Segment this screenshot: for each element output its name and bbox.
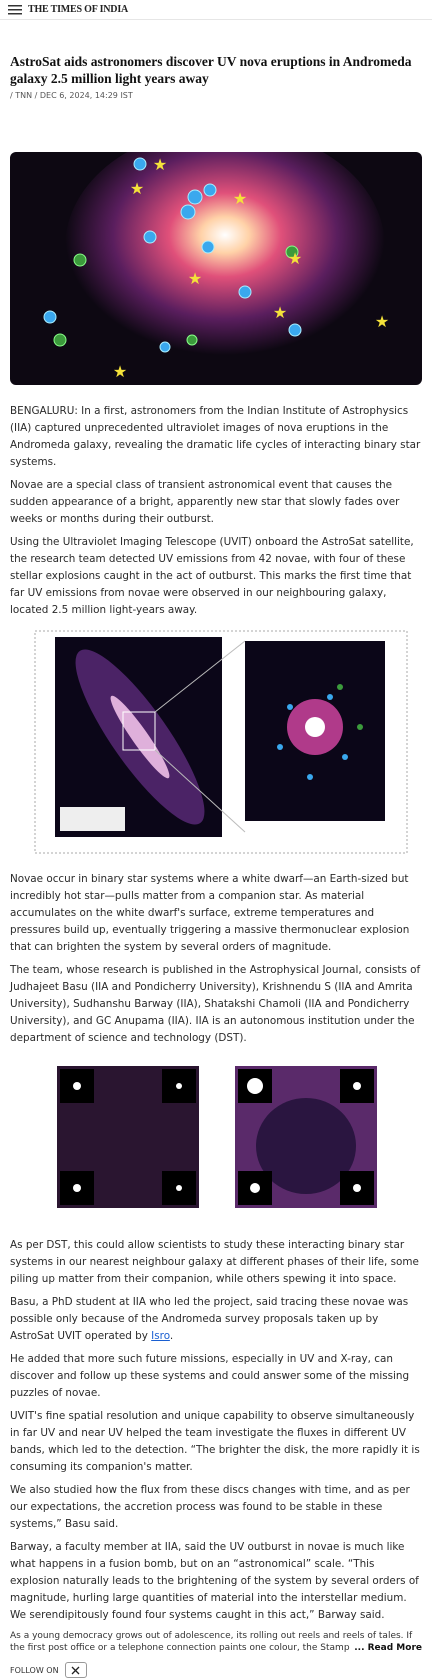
svg-text:★: ★ [288,249,302,268]
paragraph: UVIT's fine spatial resolution and uniqu… [10,1410,420,1473]
nova-cutouts-figure [10,1061,422,1223]
paragraph: The team, whose research is published in… [10,964,421,1044]
paragraph: We also studied how the flux from these … [10,1484,410,1530]
brand[interactable]: THE TIMES OF INDIA [28,4,129,15]
paragraph: Basu, a PhD student at IIA who led the p… [10,1294,422,1345]
nova-image: ★ ★ ★ ★ ★ ★ ★ ★ [10,152,422,385]
paragraph: As per DST, this could allow scientists … [10,1239,419,1285]
read-more[interactable]: ... Read More [352,1642,422,1654]
x-button[interactable] [64,1662,87,1678]
teaser-text: As a young democracy grows out of adoles… [10,1631,413,1653]
paragraph: Using the Ultraviolet Imaging Telescope … [10,536,414,616]
paragraph: Novae are a special class of transient a… [10,479,400,525]
paragraph: He added that more such future missions,… [10,1353,410,1399]
paragraph-text: . [169,1330,174,1342]
svg-text:★: ★ [233,189,247,208]
link[interactable]: Isro [151,1330,170,1342]
menu-icon[interactable] [8,4,22,15]
svg-text:★: ★ [130,179,144,198]
follow-label: FOLLOW ON [10,1665,59,1675]
svg-text:★: ★ [188,269,202,288]
article-title: AstroSat aids astronomers discover UV no… [10,54,412,86]
paragraph: Novae occur in binary star systems where… [10,873,410,953]
svg-text:★: ★ [153,155,167,174]
svg-text:★: ★ [273,303,287,322]
header: THE TIMES OF INDIA [0,0,432,20]
svg-text:★: ★ [375,312,389,331]
paragraph: BENGALURU: In a first, astronomers from … [10,405,421,468]
svg-text:★: ★ [113,362,127,381]
paragraph: Barway, a faculty member at IIA, said th… [10,1541,419,1621]
byline: / TNN / DEC 6, 2024, 14:29 IST [10,91,133,100]
x-icon [71,1666,80,1674]
teaser: As a young democracy grows out of adoles… [10,1630,422,1654]
andromeda-figure [10,627,422,859]
paragraph-text: Basu, a PhD student at IIA who led the p… [10,1296,409,1342]
article: AstroSat aids astronomers discover UV no… [0,53,432,1678]
follow-row: FOLLOW ON [10,1662,422,1678]
